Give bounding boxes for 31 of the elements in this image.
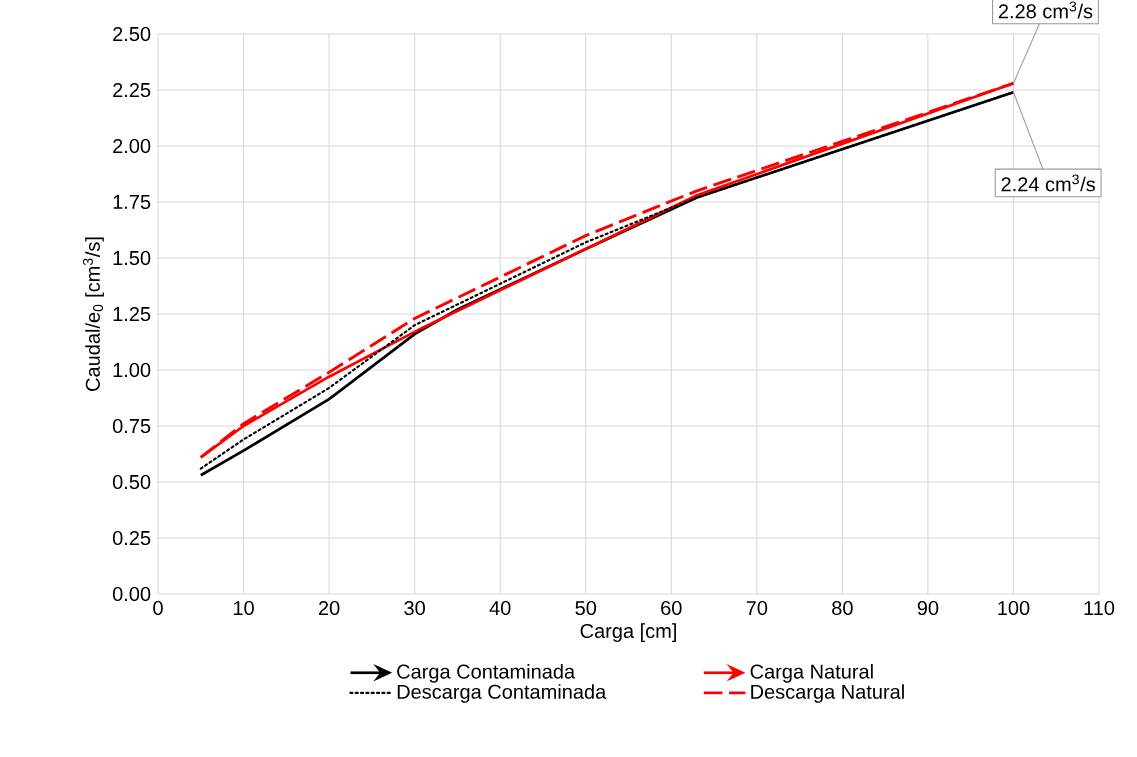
x-tick-label: 60 xyxy=(661,600,682,616)
y-tick-label: 1.25 xyxy=(113,306,151,322)
x-tick-label: 20 xyxy=(318,600,340,616)
x-tick-label: 30 xyxy=(404,600,425,616)
y-tick-label: 0.50 xyxy=(112,474,151,490)
y-tick-label: 2.25 xyxy=(113,82,151,98)
x-axis-title: Carga [cm] xyxy=(580,623,676,642)
y-tick-label: 2.00 xyxy=(113,138,151,154)
x-tick-label: 10 xyxy=(233,600,254,616)
x-tick-label: 110 xyxy=(1084,600,1115,616)
legend-label: Carga Natural xyxy=(750,664,873,683)
annotation: 2.24 cm$^{3}$/s xyxy=(1001,174,1095,192)
y-tick-label: 1.50 xyxy=(113,250,151,266)
annotation: 2.28 cm$^{3}$/s xyxy=(998,1,1093,19)
y-tick-label: 2.50 xyxy=(113,26,151,42)
legend-label: Descarga Natural xyxy=(751,684,904,703)
y-tick-label: 1.00 xyxy=(113,362,151,378)
x-tick-label: 0 xyxy=(153,600,163,616)
x-tick-label: 90 xyxy=(917,600,939,616)
y-tick-label: 0.00 xyxy=(112,586,151,602)
legend-label: Carga Contaminada xyxy=(397,664,576,683)
legend-label: Descarga Contaminada xyxy=(397,684,607,703)
y-tick-label: 0.25 xyxy=(112,530,151,546)
x-tick-label: 40 xyxy=(489,600,511,616)
x-tick-label: 80 xyxy=(832,600,853,616)
x-tick-label: 70 xyxy=(746,600,768,616)
y-axis-title: Caudal/e$_{0}$ [cm$^{3}$/s] xyxy=(83,237,104,391)
x-tick-label: 100 xyxy=(998,600,1030,616)
y-tick-label: 1.75 xyxy=(113,195,151,209)
y-tick-label: 0.75 xyxy=(112,418,151,434)
x-tick-label: 50 xyxy=(575,600,597,616)
